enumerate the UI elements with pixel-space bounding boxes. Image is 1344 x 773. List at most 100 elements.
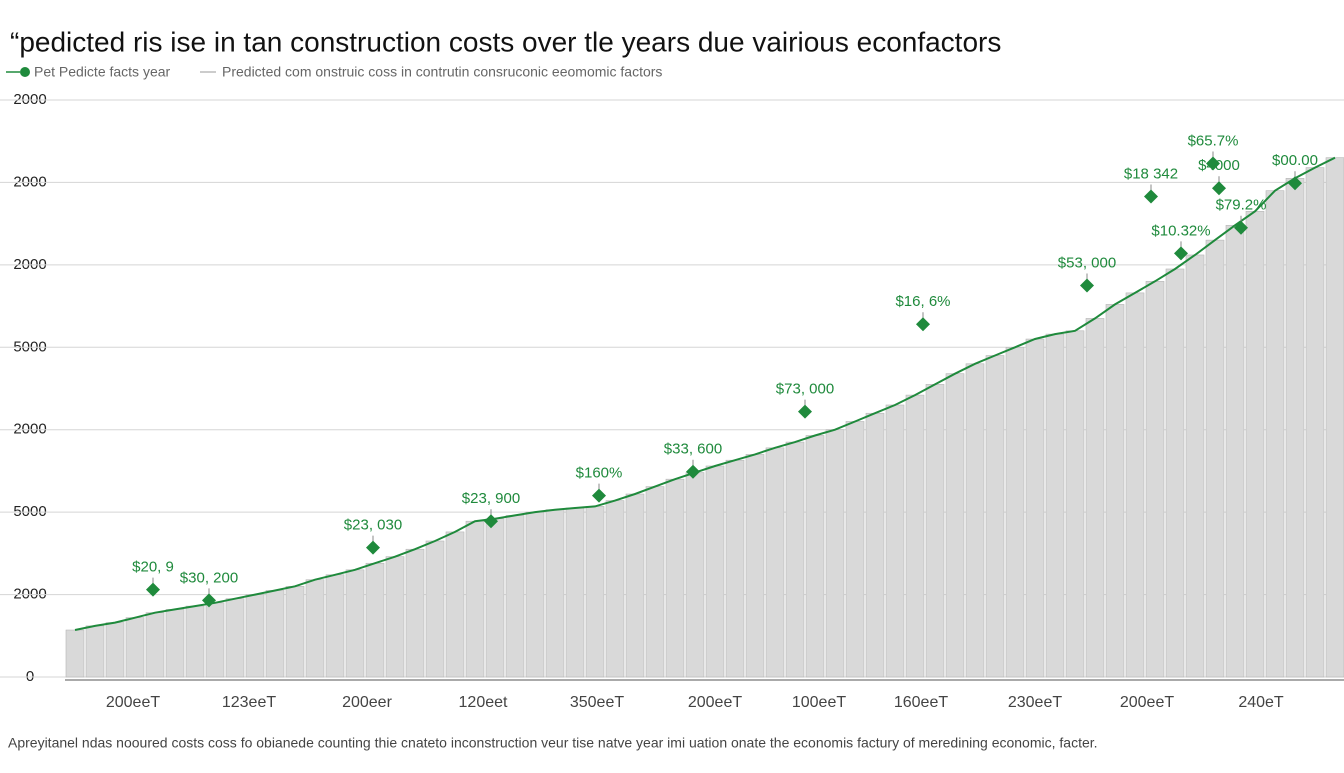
bar	[625, 493, 645, 678]
annotation-marker	[798, 404, 812, 419]
bar	[65, 629, 85, 678]
legend-dot	[20, 67, 30, 77]
bar	[1085, 318, 1105, 678]
bar	[1045, 333, 1065, 678]
bar	[605, 500, 625, 678]
bar	[125, 617, 145, 678]
bar	[165, 609, 185, 678]
y-tick-label: 2000	[13, 173, 46, 190]
x-tick-label: 200eeT	[1120, 694, 1174, 711]
annotation-marker	[1212, 181, 1226, 196]
bar	[1325, 157, 1344, 678]
legend-label: Predicted com onstruic coss in contrutin…	[222, 64, 662, 80]
y-tick-label: 0	[26, 668, 34, 685]
annotation-label: $4000	[1198, 157, 1240, 174]
bar	[525, 511, 545, 678]
bar	[465, 520, 485, 678]
annotation-marker	[484, 514, 498, 529]
bar	[785, 441, 805, 678]
y-tick-label: 5000	[13, 503, 46, 520]
bar	[1265, 190, 1285, 678]
y-tick-label: 2000	[13, 91, 46, 108]
x-tick-label: 120eet	[459, 694, 508, 711]
annotation-label: $30, 200	[180, 569, 238, 586]
bar	[1245, 210, 1265, 678]
bar	[325, 574, 345, 678]
bar	[1125, 292, 1145, 678]
bar	[385, 556, 405, 678]
bar	[1065, 330, 1085, 678]
bar	[865, 412, 885, 678]
bar	[1285, 178, 1305, 678]
annotation-label: $53, 000	[1058, 254, 1116, 271]
x-tick-label: 200eer	[342, 694, 392, 711]
annotation-marker	[146, 582, 160, 597]
annotation-label: $00.00	[1272, 152, 1318, 169]
x-tick-label: 200eeT	[106, 694, 160, 711]
bar	[765, 447, 785, 678]
bar	[665, 478, 685, 678]
y-tick-label: 2000	[13, 256, 46, 273]
y-tick-label: 2000	[13, 421, 46, 438]
annotation-marker	[1234, 220, 1248, 235]
bar	[445, 531, 465, 678]
annotation-label: $73, 000	[776, 381, 834, 398]
bar	[245, 594, 265, 678]
annotation-label: $33, 600	[664, 441, 722, 458]
bar	[985, 355, 1005, 678]
bar	[705, 465, 725, 678]
bar	[585, 506, 605, 678]
bar	[365, 562, 385, 678]
annotation-label: $20, 9	[132, 559, 174, 576]
x-tick-label: 160eeT	[894, 694, 948, 711]
x-tick-label: 240eT	[1238, 694, 1284, 711]
y-tick-label: 2000	[13, 586, 46, 603]
bar	[285, 586, 305, 678]
annotation-marker	[686, 464, 700, 479]
bar	[405, 548, 425, 678]
annotation-marker	[1174, 246, 1188, 261]
bar	[485, 518, 505, 678]
bar	[105, 622, 125, 678]
annotation-label: $79.2%	[1216, 197, 1267, 214]
bar	[845, 421, 865, 678]
bar	[1005, 346, 1025, 678]
x-tick-label: 100eeT	[792, 694, 846, 711]
footnote: Apreyitanel ndas nooured costs coss fo o…	[8, 735, 1098, 751]
bar	[1105, 304, 1125, 678]
annotation-label: $65.7%	[1188, 132, 1239, 149]
bar	[205, 602, 225, 678]
bar	[685, 472, 705, 678]
annotation-marker	[202, 593, 216, 608]
y-tick-label: 5000	[13, 338, 46, 355]
bar	[925, 384, 945, 678]
annotation-label: $23, 030	[344, 517, 402, 534]
annotation-label: $18 342	[1124, 165, 1178, 182]
annotation-label: $23, 900	[462, 490, 520, 507]
bar	[805, 435, 825, 678]
bar	[265, 590, 285, 678]
bar	[505, 515, 525, 678]
bar	[945, 373, 965, 678]
bar	[1025, 338, 1045, 678]
annotation-marker	[366, 540, 380, 555]
annotation-label: $10.32%	[1151, 222, 1210, 239]
x-tick-label: 200eeT	[688, 694, 742, 711]
bar	[1225, 224, 1245, 678]
annotation-marker	[1144, 189, 1158, 204]
annotation-marker	[1080, 278, 1094, 293]
bar	[145, 612, 165, 678]
annotation-marker	[1206, 156, 1220, 171]
annotation-marker	[592, 488, 606, 503]
bar	[565, 507, 585, 678]
bar	[1205, 239, 1225, 678]
bar	[1185, 254, 1205, 678]
annotation-marker	[916, 317, 930, 332]
annotation-marker	[1288, 176, 1302, 191]
trend-line	[74, 156, 1336, 631]
x-tick-label: 350eeT	[570, 694, 624, 711]
bar	[725, 459, 745, 678]
bar	[305, 579, 325, 678]
bar	[225, 598, 245, 678]
